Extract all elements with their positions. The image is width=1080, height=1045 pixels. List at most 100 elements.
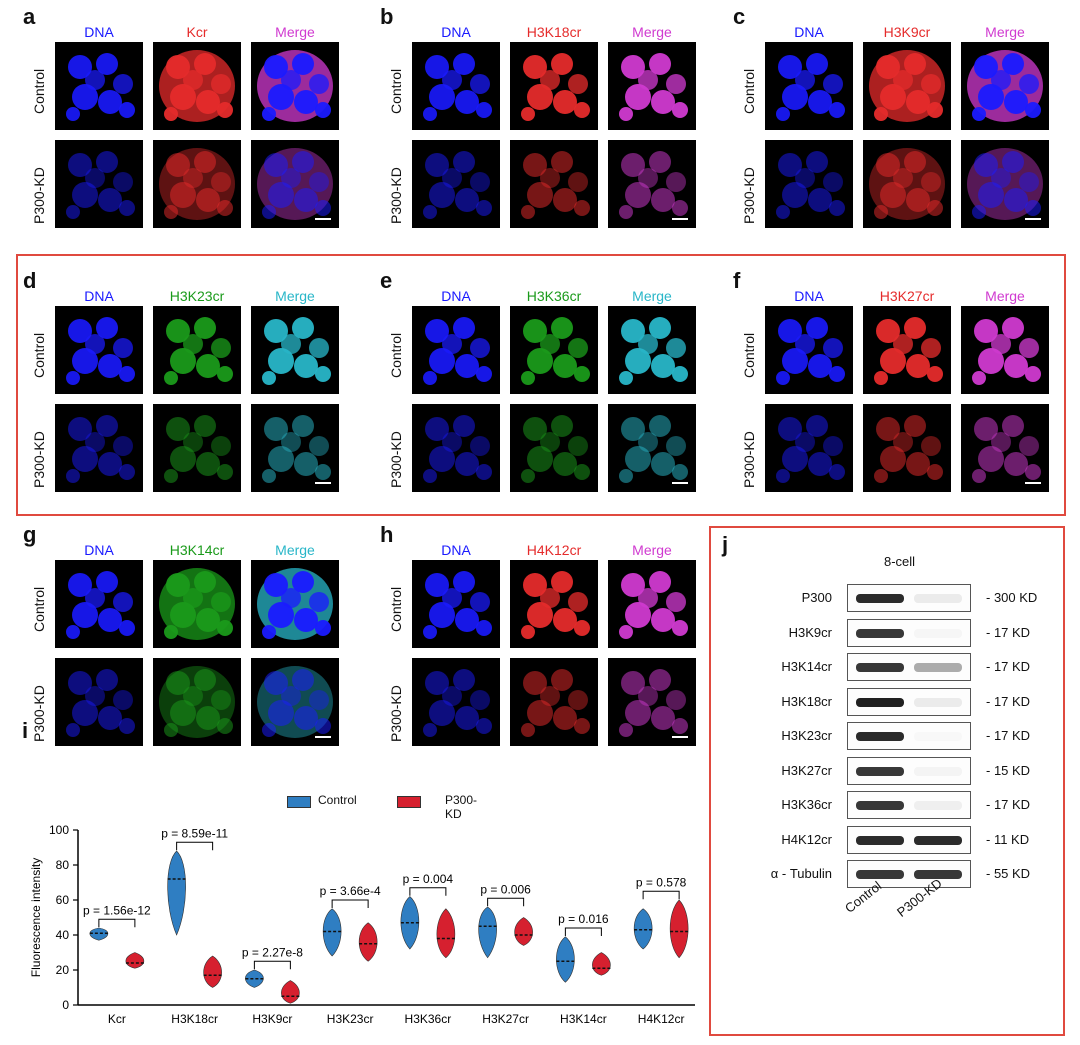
cell-nucleus xyxy=(96,415,118,437)
blot-band xyxy=(914,870,962,879)
cell-nucleus xyxy=(72,446,98,472)
cell-nucleus xyxy=(442,432,462,452)
blot-strip xyxy=(847,791,971,819)
cell-nucleus xyxy=(72,348,98,374)
blot-band xyxy=(856,732,904,741)
cell-nucleus xyxy=(170,446,196,472)
blot-size-label: - 11 KD xyxy=(986,831,1030,847)
cell-nucleus xyxy=(170,700,196,726)
cell-nucleus xyxy=(527,182,553,208)
blot-size-label: - 55 KD xyxy=(986,866,1031,881)
cell-nucleus xyxy=(553,90,577,114)
cell-nucleus xyxy=(476,200,492,216)
cell-nucleus xyxy=(1025,102,1041,118)
column-label: DNA xyxy=(441,288,471,304)
cell-nucleus xyxy=(470,172,490,192)
column-label: H3K36cr xyxy=(526,288,582,304)
cell-nucleus xyxy=(927,200,943,216)
cell-nucleus xyxy=(68,319,92,343)
column-label: Merge xyxy=(632,542,672,558)
micrograph-signal xyxy=(510,42,598,130)
cell-nucleus xyxy=(68,573,92,597)
cell-nucleus xyxy=(66,723,80,737)
cell-nucleus xyxy=(281,334,301,354)
cell-nucleus xyxy=(974,319,998,343)
cell-nucleus xyxy=(194,53,216,75)
cell-nucleus xyxy=(164,371,178,385)
cell-nucleus xyxy=(776,469,790,483)
blot-band xyxy=(914,766,962,776)
cell-nucleus xyxy=(455,354,479,378)
cell-nucleus xyxy=(476,102,492,118)
cell-nucleus xyxy=(808,188,832,212)
cell-nucleus xyxy=(66,205,80,219)
blot-band xyxy=(856,835,904,845)
row-label: Control xyxy=(31,68,47,114)
blot-band xyxy=(856,766,904,776)
significance-bracket xyxy=(176,841,214,851)
cell-nucleus xyxy=(672,366,688,382)
cell-nucleus xyxy=(574,366,590,382)
cell-nucleus xyxy=(211,592,231,612)
scale-bar xyxy=(1025,482,1041,484)
blot-strip xyxy=(847,860,971,888)
violin xyxy=(322,908,342,957)
cell-nucleus xyxy=(523,55,547,79)
cell-nucleus xyxy=(921,74,941,94)
cell-nucleus xyxy=(96,53,118,75)
cell-nucleus xyxy=(927,102,943,118)
y-tick-label: 40 xyxy=(56,928,70,942)
blot-protein-label: H3K14cr xyxy=(781,659,832,674)
cell-nucleus xyxy=(527,84,553,110)
blot-band xyxy=(914,594,962,603)
cell-nucleus xyxy=(294,452,318,476)
cell-nucleus xyxy=(778,55,802,79)
cell-nucleus xyxy=(72,182,98,208)
cell-nucleus xyxy=(68,153,92,177)
cell-nucleus xyxy=(194,669,216,691)
micrograph-merge xyxy=(608,404,696,492)
cell-nucleus xyxy=(294,706,318,730)
y-tick-label: 60 xyxy=(56,893,70,907)
micrograph-merge xyxy=(251,306,339,394)
violin xyxy=(89,927,109,941)
y-tick-label: 20 xyxy=(56,963,70,977)
panel-letter-e: e xyxy=(380,268,393,293)
micrograph-merge xyxy=(961,306,1049,394)
cell-nucleus xyxy=(621,153,645,177)
cell-nucleus xyxy=(795,168,815,188)
cell-nucleus xyxy=(425,573,449,597)
cell-nucleus xyxy=(619,205,633,219)
cell-nucleus xyxy=(625,182,651,208)
cell-nucleus xyxy=(281,432,301,452)
cell-nucleus xyxy=(85,70,105,90)
cell-nucleus xyxy=(551,415,573,437)
micrograph-dna xyxy=(765,140,853,228)
cell-nucleus xyxy=(778,417,802,441)
cell-nucleus xyxy=(619,469,633,483)
cell-nucleus xyxy=(649,415,671,437)
panel-letter-h: h xyxy=(380,522,394,547)
cell-nucleus xyxy=(974,55,998,79)
cell-nucleus xyxy=(521,205,535,219)
cell-nucleus xyxy=(1025,464,1041,480)
cell-nucleus xyxy=(164,625,178,639)
cell-nucleus xyxy=(268,602,294,628)
cell-nucleus xyxy=(476,620,492,636)
cell-nucleus xyxy=(1002,151,1024,173)
row-label: P300-KD xyxy=(741,167,757,224)
cell-nucleus xyxy=(666,436,686,456)
cell-nucleus xyxy=(651,188,675,212)
cell-nucleus xyxy=(876,319,900,343)
cell-nucleus xyxy=(904,317,926,339)
blot-protein-label: H3K23cr xyxy=(781,728,832,743)
cell-nucleus xyxy=(66,469,80,483)
blot-strip xyxy=(847,618,971,647)
cell-nucleus xyxy=(625,700,651,726)
significance-bracket xyxy=(98,918,136,928)
blot-band xyxy=(856,663,904,672)
micrograph-merge xyxy=(608,42,696,130)
cell-nucleus xyxy=(823,74,843,94)
cell-nucleus xyxy=(991,334,1011,354)
micrograph-merge xyxy=(961,140,1049,228)
